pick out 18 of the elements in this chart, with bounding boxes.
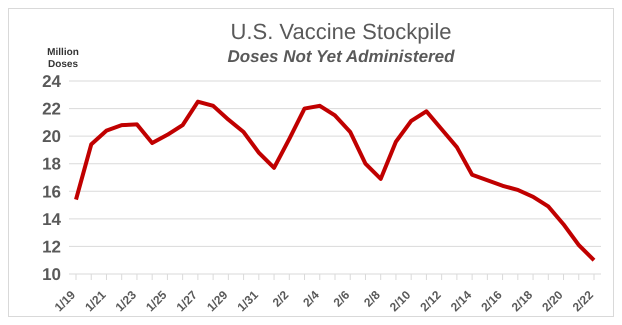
chart-title: U.S. Vaccine Stockpile	[230, 19, 452, 45]
y-tick-label: 12	[42, 237, 61, 256]
y-tick-label: 22	[42, 100, 61, 119]
y-axis-title: Million Doses	[46, 47, 80, 71]
y-tick-label: 14	[42, 210, 62, 229]
y-tick-label: 20	[42, 127, 61, 146]
y-tick-label: 18	[42, 154, 61, 174]
x-tick-label: 2/6	[330, 288, 353, 310]
x-tick-label: 2/4	[300, 288, 322, 310]
x-tick-label: 1/31	[234, 288, 262, 314]
x-tick-label: 1/21	[82, 288, 109, 314]
y-tick-label: 10	[42, 265, 61, 284]
x-tick-label: 2/2	[270, 288, 292, 310]
y-tick-label: 24	[42, 72, 62, 92]
x-tick-label: 2/8	[361, 288, 384, 310]
line-series	[74, 100, 596, 262]
y-tick-label: 16	[42, 182, 61, 202]
chart-subtitle: Doses Not Yet Administered	[227, 47, 455, 66]
